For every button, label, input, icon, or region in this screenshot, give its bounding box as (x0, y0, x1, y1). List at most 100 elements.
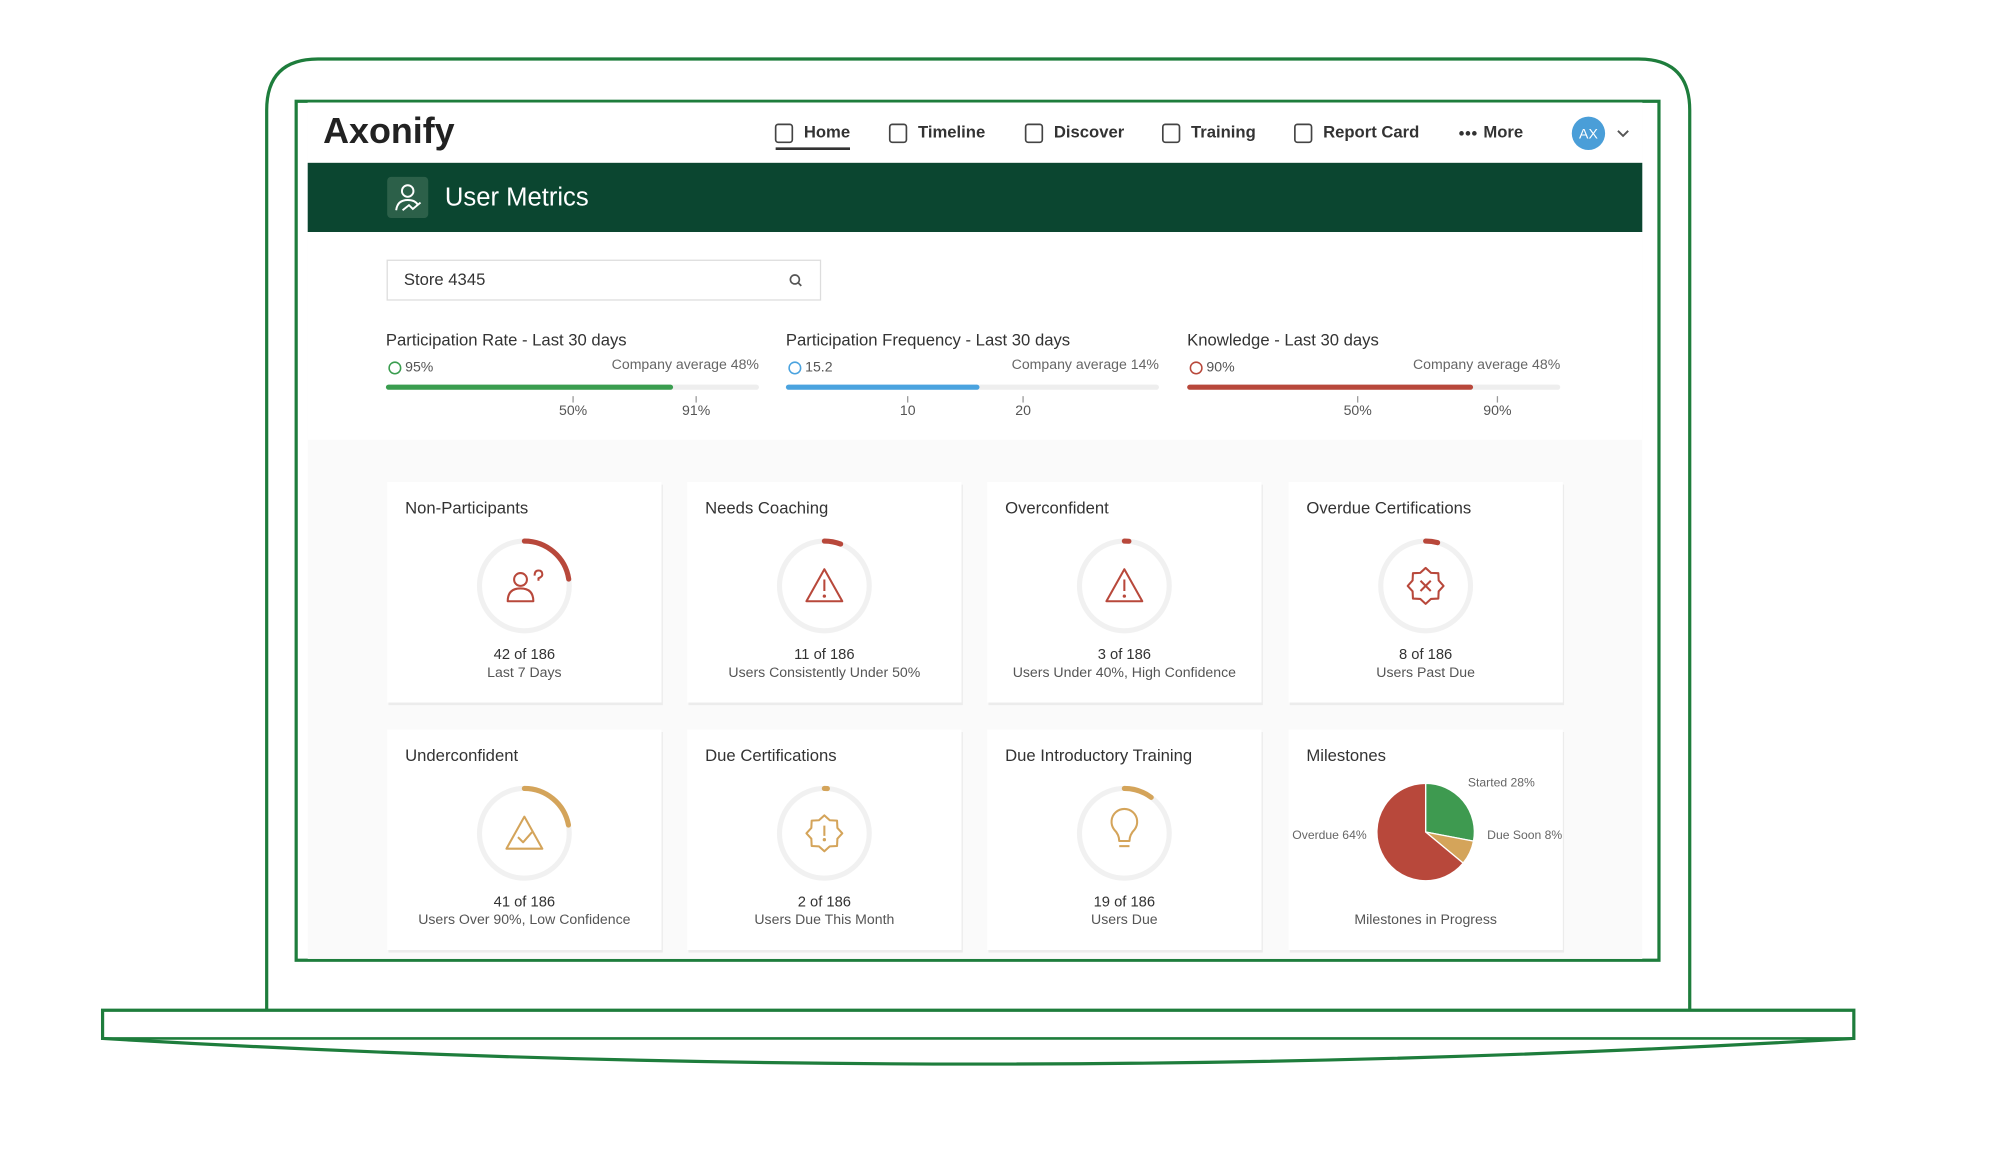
card-title: Needs Coaching (705, 498, 828, 517)
metric-status-icon (788, 361, 802, 375)
card-icon (1406, 566, 1445, 605)
nav-icon (1024, 123, 1044, 144)
avatar-initials: AX (1579, 125, 1598, 141)
card-title: Due Certifications (705, 746, 836, 765)
gauge-arc (1423, 538, 1441, 546)
nav-item[interactable]: Training (1191, 123, 1256, 142)
card-title: Overdue Certifications (1306, 498, 1471, 517)
card[interactable] (987, 482, 1262, 703)
card-icon (822, 594, 827, 598)
search-icon-handle (797, 282, 802, 287)
card-caption: Users Due This Month (754, 911, 894, 927)
metric-tick-label: 50% (559, 402, 588, 418)
metric-value: 15.2 (805, 359, 833, 375)
card-icon (805, 814, 844, 853)
pie-slice (1376, 782, 1465, 882)
card-icon (517, 831, 533, 844)
pie-label: Due Soon 8% (1487, 828, 1562, 842)
nav-icon (888, 123, 908, 144)
card-icon (505, 815, 544, 850)
metric-status-icon (1189, 361, 1203, 375)
card-stat: 11 of 186 (794, 647, 854, 663)
card-stat: 8 of 186 (1399, 647, 1452, 663)
search-icon[interactable] (789, 274, 801, 285)
avatar-chevron[interactable] (1617, 130, 1629, 138)
nav-item[interactable]: Timeline (918, 123, 985, 142)
gauge-arc (821, 538, 844, 547)
gauge-arc (521, 785, 572, 828)
card[interactable] (987, 729, 1262, 950)
metric-tick-label: 90% (1483, 402, 1512, 418)
logo: Axonify (323, 111, 455, 151)
nav-item[interactable]: Report Card (1323, 123, 1419, 142)
card-icon (513, 572, 528, 587)
nav-item[interactable]: Discover (1054, 123, 1125, 142)
card-caption: Users Past Due (1376, 664, 1475, 680)
card-icon (533, 569, 544, 581)
card-stat: 19 of 186 (1094, 894, 1155, 910)
metric-average: Company average 14% (1012, 356, 1160, 372)
nav-icon (1459, 131, 1464, 136)
card-icon (822, 838, 827, 842)
nav-icon (1161, 123, 1181, 144)
card-icon (1110, 807, 1139, 843)
card-stat: 42 of 186 (494, 647, 555, 663)
card-title: Due Introductory Training (1005, 746, 1192, 765)
header-title: User Metrics (445, 183, 589, 211)
card-icon (805, 568, 844, 603)
metric-title: Participation Frequency - Last 30 days (786, 330, 1070, 349)
metric-tick-label: 20 (1015, 402, 1031, 418)
card-title: Overconfident (1005, 498, 1109, 517)
card-stat: 41 of 186 (494, 894, 555, 910)
nav-icon (1294, 123, 1313, 144)
nav-item[interactable]: Home (804, 123, 850, 142)
avatar[interactable] (1571, 116, 1606, 150)
pie-slice (1424, 782, 1475, 842)
gauge-arc (1121, 785, 1154, 800)
card-title: Non-Participants (405, 498, 528, 517)
metric-title: Knowledge - Last 30 days (1187, 330, 1379, 349)
card[interactable] (1288, 482, 1563, 703)
nav-icon (1472, 131, 1477, 136)
laptop-lid (265, 57, 1692, 1013)
metric-average: Company average 48% (1413, 356, 1561, 372)
card-caption: Users Over 90%, Low Confidence (418, 911, 630, 927)
card-caption: Users Due (1091, 911, 1158, 927)
pie-label: Overdue 64% (1292, 828, 1367, 842)
header-icon-head (400, 184, 415, 198)
metric-value: 95% (405, 359, 434, 375)
header-band (307, 162, 1643, 233)
nav-item[interactable]: More (1483, 123, 1523, 142)
metric-status-icon (388, 361, 402, 375)
card[interactable] (687, 482, 962, 703)
search-value: Store 4345 (404, 270, 485, 289)
card-title: Underconfident (405, 746, 518, 765)
metric-average: Company average 48% (612, 356, 760, 372)
nav-bar (307, 102, 1643, 163)
card-stat: 2 of 186 (798, 894, 851, 910)
card-title: Milestones (1306, 746, 1386, 765)
metric-title: Participation Rate - Last 30 days (386, 330, 627, 349)
card-icon (1122, 594, 1127, 598)
card-icon (1419, 580, 1432, 592)
nav-icon (1465, 131, 1471, 136)
card[interactable] (387, 482, 662, 703)
card-caption: Users Under 40%, High Confidence (1013, 664, 1236, 680)
card-caption: Milestones in Progress (1354, 911, 1497, 927)
card-icon (506, 587, 535, 603)
metric-tick-label: 10 (900, 402, 916, 418)
card-stat: 3 of 186 (1098, 647, 1151, 663)
header-icon-body (395, 199, 422, 212)
card-icon (1105, 568, 1144, 603)
metric-tick-label: 91% (682, 402, 711, 418)
metric-tick-label: 50% (1344, 402, 1373, 418)
card-caption: Users Consistently Under 50% (728, 664, 920, 680)
nav-icon (774, 123, 794, 144)
metric-value: 90% (1206, 359, 1235, 375)
card-caption: Last 7 Days (487, 664, 561, 680)
pie-label: Started 28% (1468, 776, 1535, 790)
gauge-arc (521, 538, 572, 582)
search-box[interactable] (386, 259, 822, 301)
